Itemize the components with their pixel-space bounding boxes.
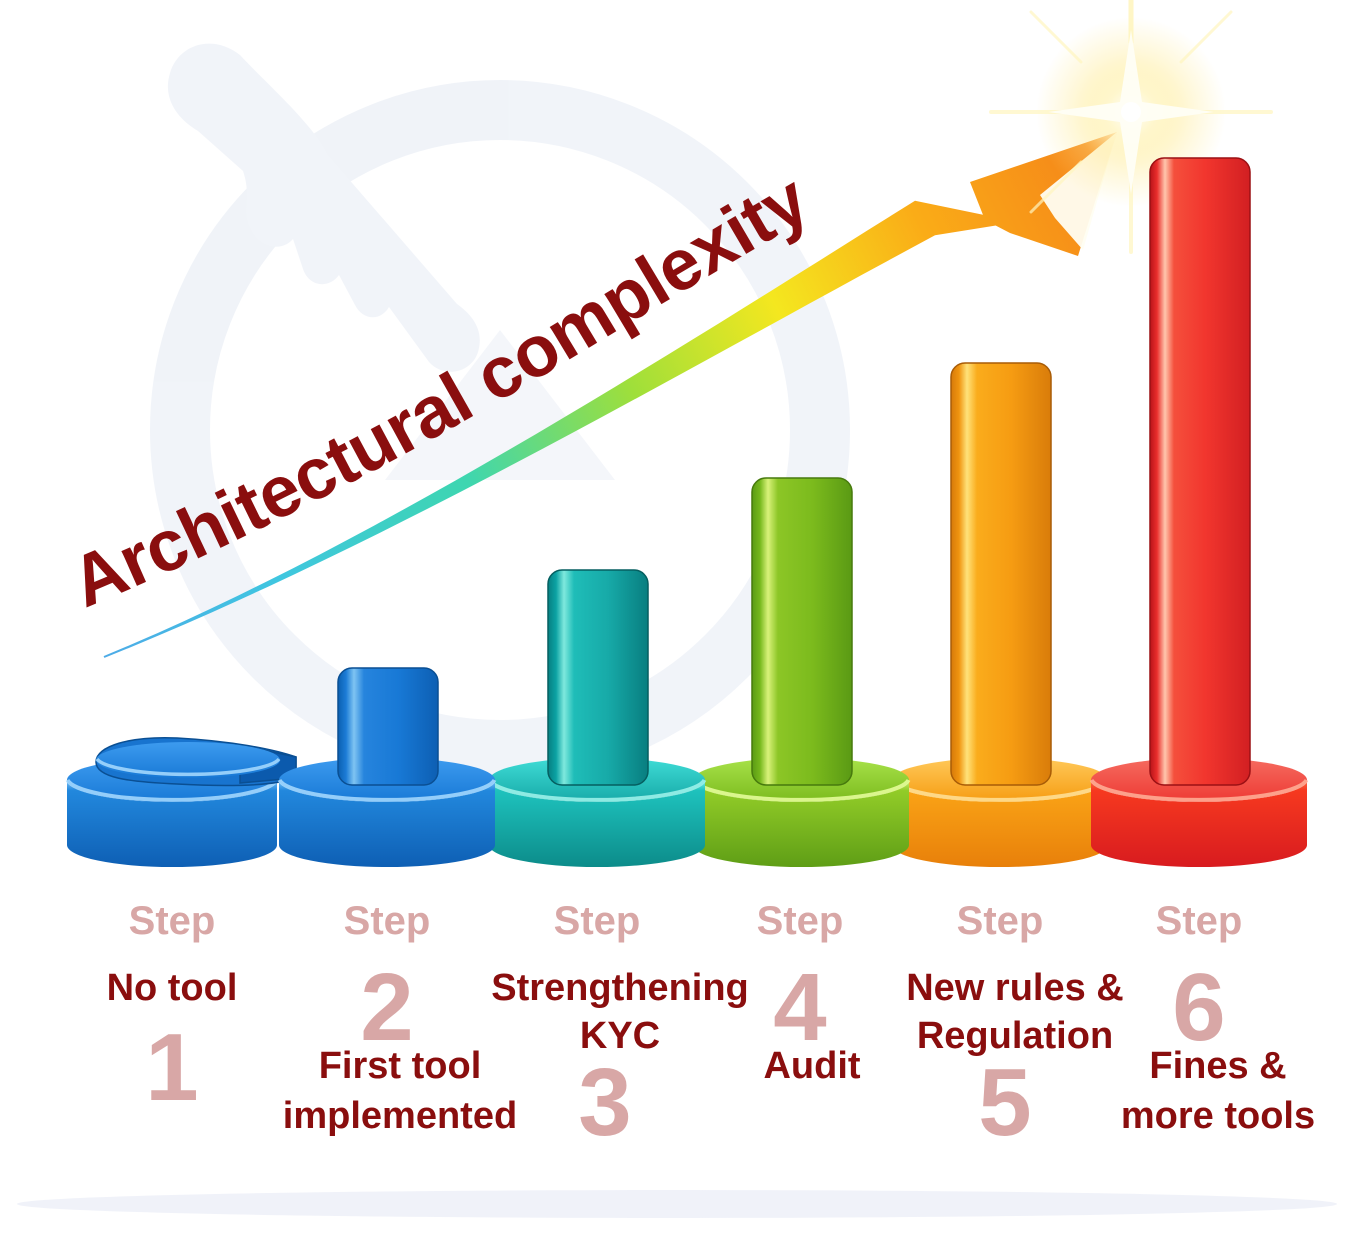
svg-text:First tool: First tool (319, 1045, 482, 1087)
svg-text:Step: Step (757, 899, 844, 943)
svg-text:Step: Step (1156, 899, 1243, 943)
svg-text:Strengthening: Strengthening (491, 967, 749, 1009)
svg-text:Step: Step (129, 899, 216, 943)
svg-text:Step: Step (957, 899, 1044, 943)
svg-text:3: 3 (578, 1049, 631, 1156)
svg-text:Audit: Audit (763, 1045, 860, 1087)
svg-text:1: 1 (145, 1014, 198, 1121)
svg-text:Step: Step (344, 899, 431, 943)
svg-text:more tools: more tools (1121, 1095, 1315, 1137)
svg-text:No tool: No tool (107, 967, 238, 1009)
svg-text:Fines &: Fines & (1149, 1045, 1286, 1087)
svg-text:implemented: implemented (283, 1095, 517, 1137)
svg-text:New rules &: New rules & (906, 967, 1124, 1009)
svg-text:5: 5 (978, 1049, 1031, 1156)
svg-text:Step: Step (554, 899, 641, 943)
